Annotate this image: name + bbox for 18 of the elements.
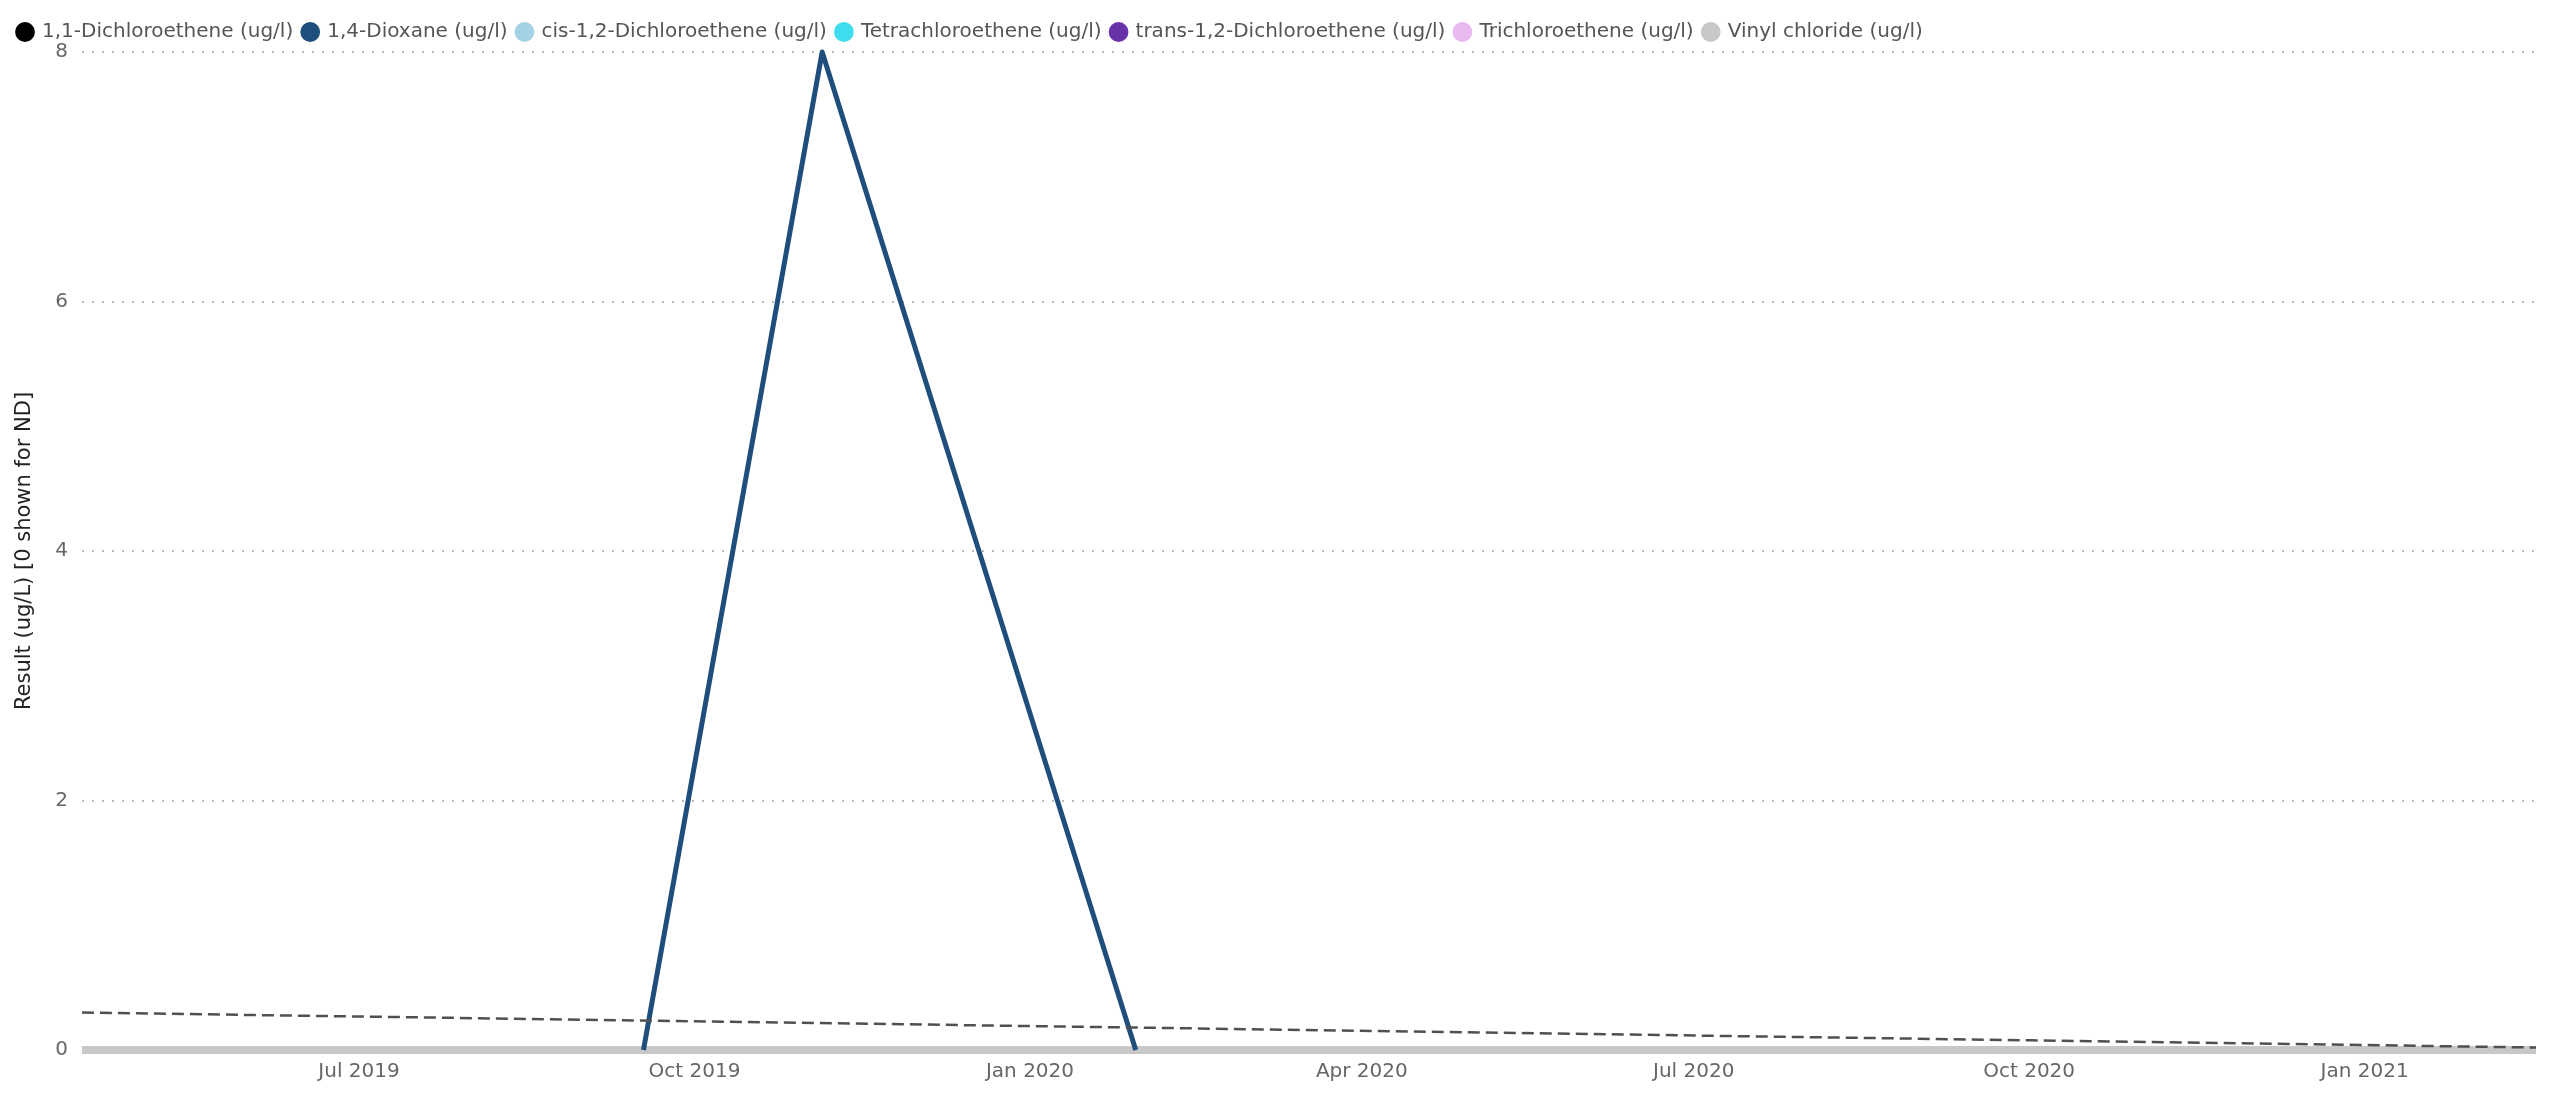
legend-label: 1,4-Dioxane (ug/l) bbox=[327, 18, 508, 43]
y-tick-label: 2 bbox=[55, 786, 68, 811]
x-tick-label: Oct 2020 bbox=[1983, 1058, 2076, 1083]
x-tick-label: Jan 2021 bbox=[2318, 1058, 2409, 1083]
y-tick-label: 6 bbox=[55, 287, 68, 312]
x-tick-label: Apr 2020 bbox=[1315, 1058, 1408, 1083]
legend-label: Vinyl chloride (ug/l) bbox=[1727, 18, 1923, 43]
legend-label: Tetrachloroethene (ug/l) bbox=[859, 18, 1102, 43]
legend-label: trans-1,2-Dichloroethene (ug/l) bbox=[1135, 18, 1446, 43]
x-tick-label: Jul 2020 bbox=[1650, 1058, 1735, 1083]
legend-label: cis-1,2-Dichloroethene (ug/l) bbox=[541, 18, 827, 43]
x-tick-label: Oct 2019 bbox=[648, 1058, 741, 1083]
y-tick-label: 0 bbox=[55, 1036, 68, 1061]
legend-label: Trichloroethene (ug/l) bbox=[1478, 18, 1694, 43]
x-tick-label: Jul 2019 bbox=[316, 1058, 400, 1083]
y-axis-title: Result (ug/L) [0 shown for ND] bbox=[11, 391, 36, 711]
x-tick-label: Jan 2020 bbox=[983, 1058, 1075, 1083]
y-tick-label: 4 bbox=[55, 537, 68, 562]
